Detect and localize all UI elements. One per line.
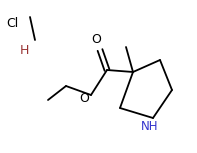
Text: O: O (91, 33, 101, 46)
Text: H: H (20, 44, 29, 57)
Text: Cl: Cl (6, 17, 18, 30)
Text: NH: NH (141, 120, 159, 133)
Text: O: O (79, 91, 89, 104)
